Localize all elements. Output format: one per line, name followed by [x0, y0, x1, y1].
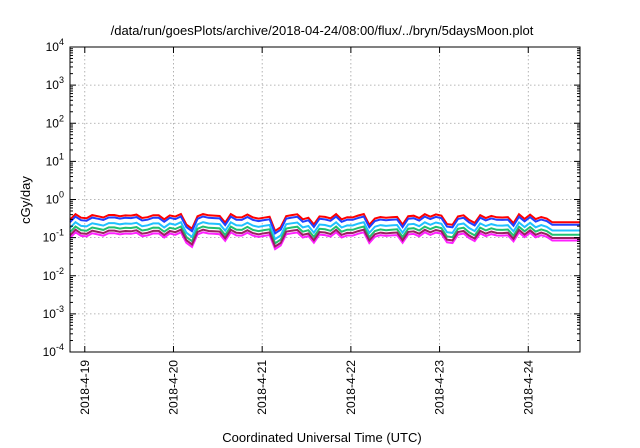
x-tick-label: 2018-4-23: [433, 360, 447, 415]
x-axis: 2018-4-19 2018-4-20 2018-4-21 2018-4-22 2018…: [78, 47, 535, 415]
y-tick-label: 100: [46, 190, 64, 207]
series-line: [69, 230, 580, 251]
series-line: [69, 212, 580, 233]
y-tick-label: 103: [46, 75, 64, 92]
y-axis-label: cGy/day: [18, 176, 33, 224]
series-line: [69, 220, 580, 241]
y-tick-label: 10-1: [43, 228, 64, 245]
x-tick-label: 2018-4-21: [255, 360, 269, 415]
y-tick-label: 10-2: [43, 266, 64, 283]
y-axis: 104 103 102 101 100 10-1 10-2 10-3 10-4: [43, 37, 580, 359]
y-tick-label: 104: [46, 37, 64, 54]
x-tick-label: 2018-4-22: [344, 360, 358, 415]
grid: [70, 46, 580, 353]
y-tick-label: 10-3: [43, 304, 64, 321]
x-axis-label: Coordinated Universal Time (UTC): [222, 430, 421, 445]
x-tick-label: 2018-4-20: [166, 360, 180, 415]
series-line: [69, 225, 580, 245]
x-tick-label: 2018-4-24: [521, 360, 535, 415]
x-tick-label: 2018-4-19: [78, 360, 92, 415]
series-group: [69, 212, 580, 251]
series-line: [69, 228, 580, 249]
y-tick-label: 101: [46, 151, 64, 168]
y-tick-label: 102: [46, 113, 64, 130]
chart-title: /data/run/goesPlots/archive/2018-04-24/0…: [111, 23, 534, 38]
y-tick-label: 10-4: [43, 342, 64, 359]
series-line: [69, 215, 580, 235]
